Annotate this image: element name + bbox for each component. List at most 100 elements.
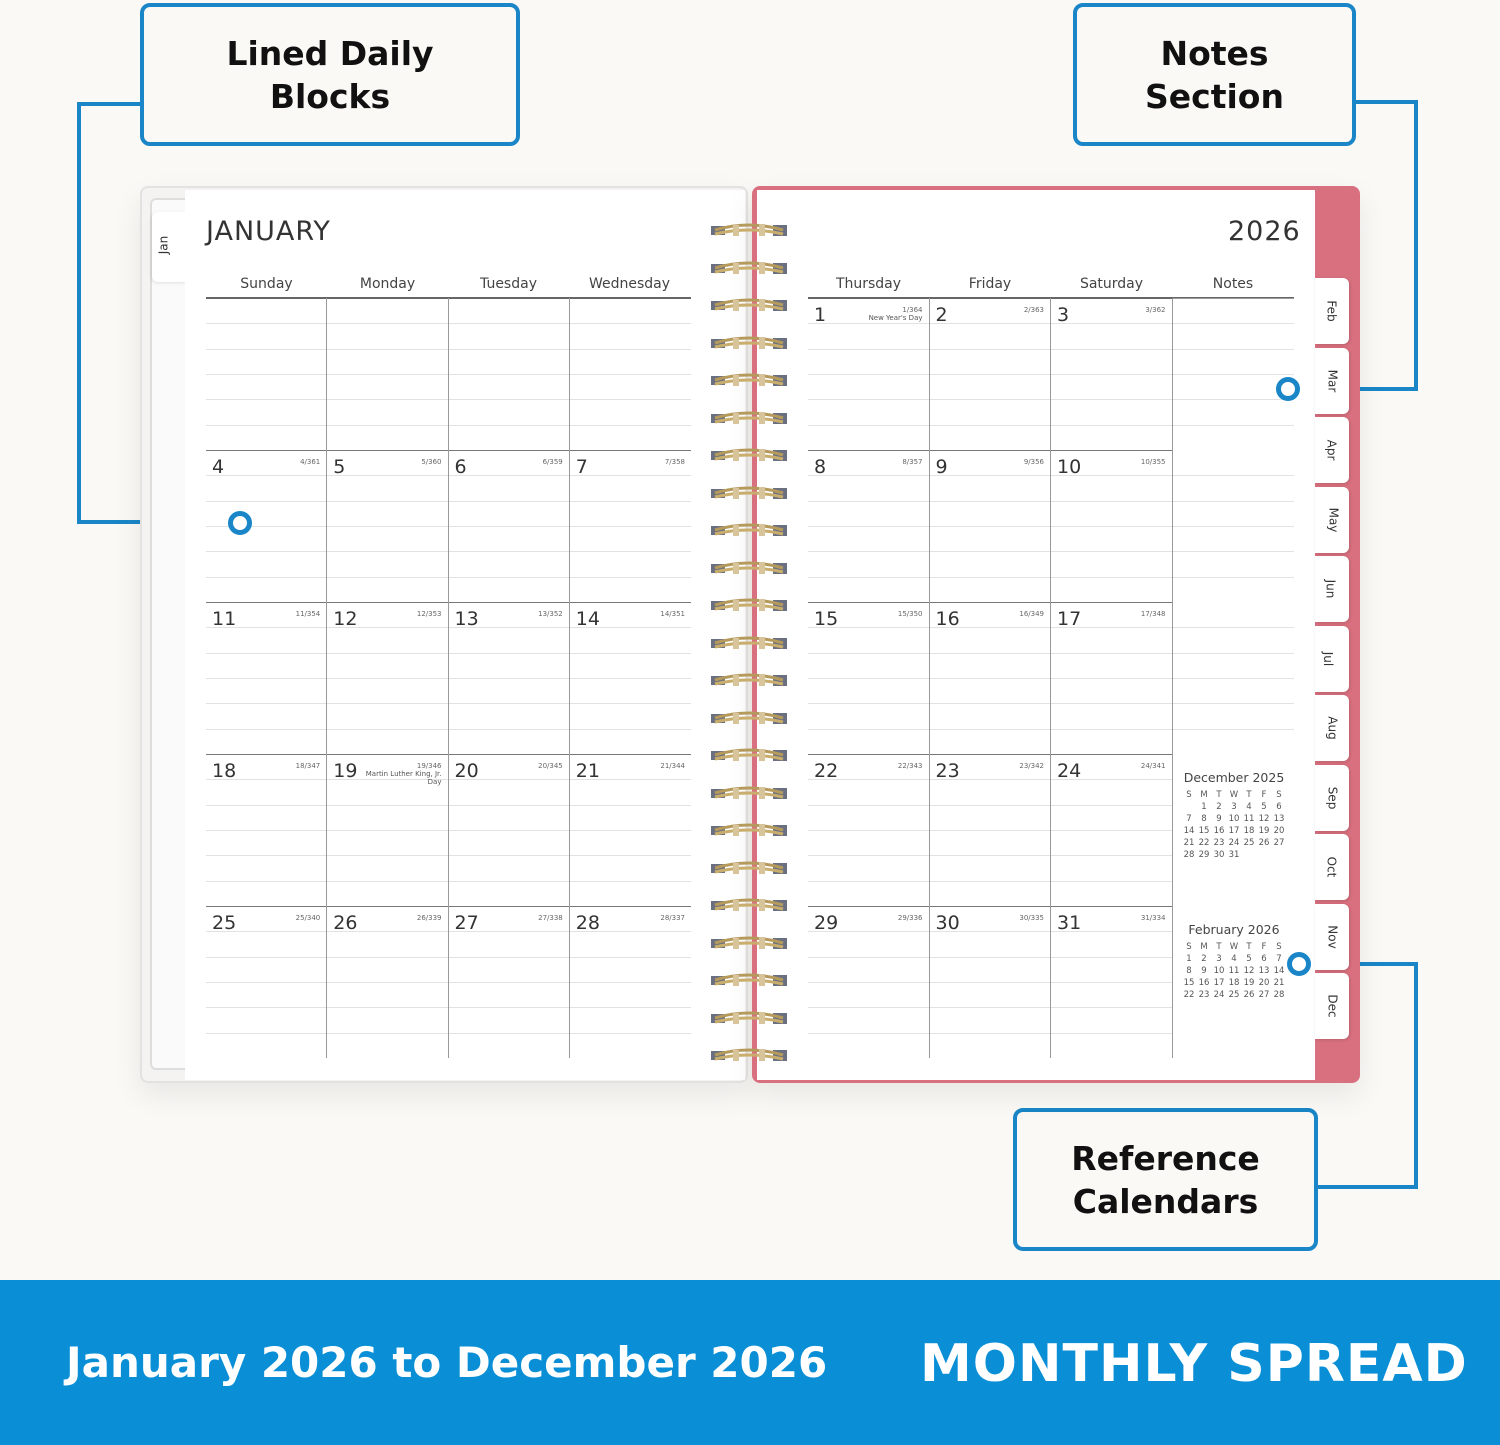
ruled-line xyxy=(448,475,569,477)
spiral-ring xyxy=(711,485,787,501)
ruled-line xyxy=(808,373,929,375)
notes-block[interactable] xyxy=(1172,450,1294,602)
day-block[interactable]: 26 26/339 xyxy=(327,906,449,1058)
day-block[interactable]: 6 6/359 xyxy=(448,450,570,602)
day-block[interactable]: 9 9/356 xyxy=(929,450,1051,602)
mini-day xyxy=(1182,801,1197,813)
day-block[interactable]: 7 7/358 xyxy=(569,450,691,602)
day-header: Monday xyxy=(359,276,416,292)
mini-day: 22 xyxy=(1183,990,1195,1000)
ruled-line xyxy=(1051,981,1172,983)
ruled-line xyxy=(1172,399,1294,401)
day-number: 17 xyxy=(1057,608,1082,630)
day-block[interactable]: 16 16/349 xyxy=(929,602,1051,754)
day-block[interactable]: 18 18/347 xyxy=(206,754,328,906)
mini-day: 3 xyxy=(1216,954,1222,964)
day-block[interactable]: 21 21/344 xyxy=(569,754,691,906)
spiral-ring xyxy=(711,672,787,688)
day-block[interactable]: 11 11/354 xyxy=(206,602,328,754)
ruled-line xyxy=(327,348,448,350)
spiral-ring xyxy=(711,935,787,951)
day-block[interactable]: 30 30/335 xyxy=(929,906,1051,1058)
tab-label: Jun xyxy=(1323,579,1338,599)
day-block[interactable] xyxy=(569,298,691,450)
ruled-line xyxy=(1051,399,1172,401)
ruled-line xyxy=(808,652,929,654)
ruled-line xyxy=(1051,804,1172,806)
day-block[interactable]: 14 14/351 xyxy=(569,602,691,754)
day-block[interactable]: 19 19/346 Martin Luther King, Jr. Day xyxy=(327,754,449,906)
notes-block[interactable] xyxy=(1172,298,1294,450)
day-header: Tuesday xyxy=(480,276,537,292)
tab-oct[interactable]: Oct xyxy=(1315,834,1349,900)
spiral-ring xyxy=(711,447,787,463)
ruled-line xyxy=(206,551,327,553)
day-block[interactable]: 5 5/360 xyxy=(327,450,449,602)
spiral-ring xyxy=(711,410,787,426)
spiral-ring xyxy=(711,822,787,838)
callout-notes-section: Notes Section xyxy=(1073,3,1356,146)
day-block[interactable] xyxy=(327,298,449,450)
tab-apr[interactable]: Apr xyxy=(1315,417,1349,483)
ruled-line xyxy=(1051,576,1172,578)
tab-mar[interactable]: Mar xyxy=(1315,347,1349,414)
day-block[interactable]: 15 15/350 xyxy=(808,602,930,754)
tab-sep[interactable]: Sep xyxy=(1315,764,1349,831)
ruled-line xyxy=(808,956,929,958)
day-block[interactable]: 31 31/334 xyxy=(1051,906,1173,1058)
mini-day: 15 xyxy=(1198,826,1210,836)
day-block[interactable]: 28 28/337 xyxy=(569,906,691,1058)
tab-aug[interactable]: Aug xyxy=(1315,695,1349,761)
tab-jan[interactable]: Jan xyxy=(152,212,186,282)
ruled-line xyxy=(448,652,569,654)
mini-day xyxy=(1272,849,1287,861)
day-number: 24 xyxy=(1057,760,1082,782)
day-block[interactable] xyxy=(206,298,328,450)
day-block[interactable]: 12 12/353 xyxy=(327,602,449,754)
ruled-line xyxy=(929,475,1050,477)
day-block[interactable]: 17 17/348 xyxy=(1051,602,1173,754)
tab-jul[interactable]: Jul xyxy=(1315,625,1349,692)
day-block[interactable]: 3 3/362 xyxy=(1051,298,1173,450)
day-block[interactable]: 27 27/338 xyxy=(448,906,570,1058)
mini-day xyxy=(1257,849,1272,861)
day-block[interactable]: 10 10/355 xyxy=(1051,450,1173,602)
spiral-ring xyxy=(711,710,787,726)
ruled-line xyxy=(569,779,691,781)
ruled-line xyxy=(808,551,929,553)
tab-nov[interactable]: Nov xyxy=(1315,903,1349,970)
ruled-line xyxy=(1172,576,1294,578)
tab-may[interactable]: May xyxy=(1315,486,1349,553)
day-block[interactable] xyxy=(448,298,570,450)
day-block[interactable]: 25 25/340 xyxy=(206,906,328,1058)
tab-dec[interactable]: Dec xyxy=(1315,973,1349,1039)
ruled-line xyxy=(327,576,448,578)
day-block[interactable]: 1 1/364 New Year's Day xyxy=(808,298,930,450)
mini-weekday: S xyxy=(1276,790,1282,800)
day-block[interactable]: 4 4/361 xyxy=(206,450,328,602)
ruled-line xyxy=(206,931,327,933)
notes-block[interactable] xyxy=(1172,602,1294,754)
day-of-year: 4/361 xyxy=(300,458,321,466)
day-block[interactable]: 23 23/342 xyxy=(929,754,1051,906)
day-block[interactable]: 2 2/363 xyxy=(929,298,1051,450)
day-of-year: 17/348 xyxy=(1140,610,1166,618)
day-block[interactable]: 24 24/341 xyxy=(1051,754,1173,906)
mini-weekday: T xyxy=(1216,942,1222,952)
callout-dot xyxy=(228,511,252,535)
day-of-year: 7/358 xyxy=(664,458,685,466)
ruled-line xyxy=(206,424,327,426)
day-block[interactable]: 13 13/352 xyxy=(448,602,570,754)
connector-line xyxy=(1306,962,1418,966)
block-rule xyxy=(327,450,448,451)
ruled-line xyxy=(569,373,691,375)
day-block[interactable]: 22 22/343 xyxy=(808,754,930,906)
day-block[interactable]: 29 29/336 xyxy=(808,906,930,1058)
tab-jun[interactable]: Jun xyxy=(1315,556,1349,622)
tab-feb[interactable]: Feb xyxy=(1315,278,1349,344)
day-block[interactable]: 8 8/357 xyxy=(808,450,930,602)
day-number: 6 xyxy=(454,456,467,478)
spiral-ring xyxy=(711,335,787,351)
day-block[interactable]: 20 20/345 xyxy=(448,754,570,906)
day-number: 12 xyxy=(333,608,358,630)
